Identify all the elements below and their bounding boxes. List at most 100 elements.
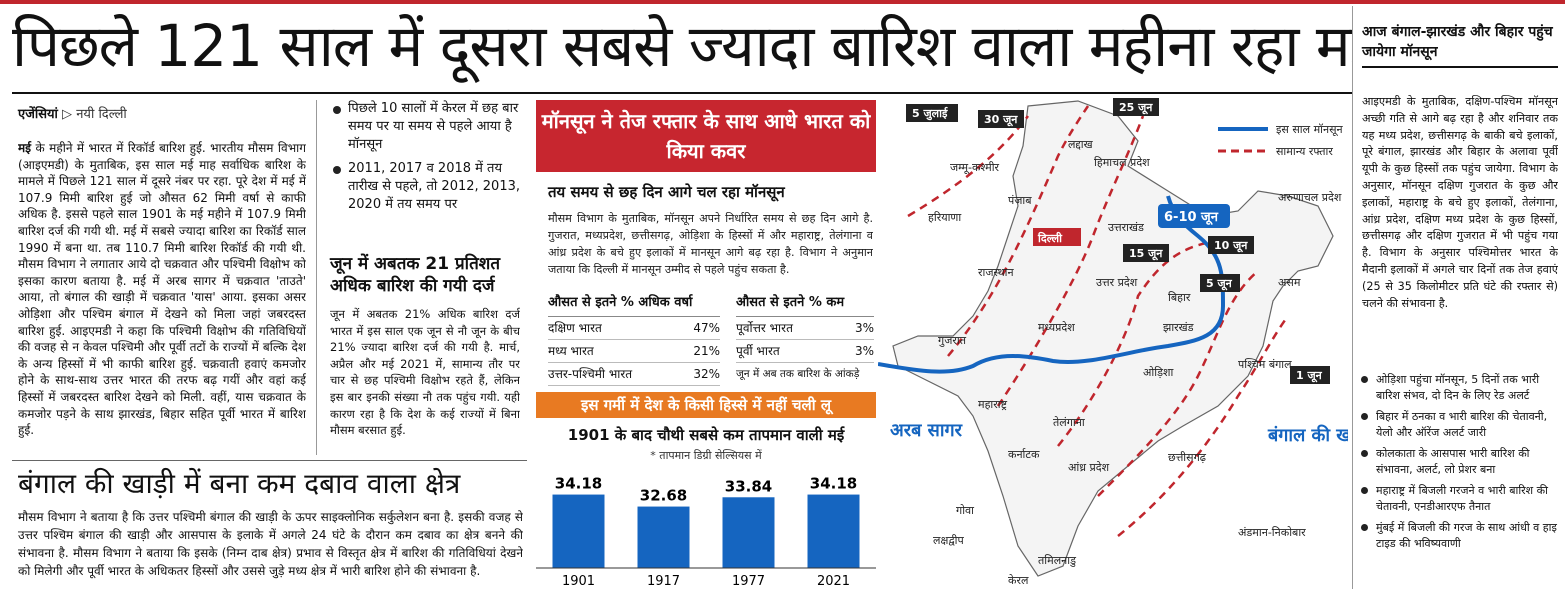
value-label-1901: 34.18 [555,475,602,493]
arabian-sea-label: अरब सागर [890,420,963,441]
value-label-1917: 32.68 [640,487,687,505]
state-label: तेलंगाना [1053,416,1085,429]
monsoon-facts-list: पिछले 10 सालों में केरल में छह बार समय प… [330,100,520,220]
date-tag: 6-10 जून [1164,210,1219,225]
more-rain-title: औसत से इतने % अधिक वर्षा [548,292,720,317]
state-label: उत्तराखंड [1108,221,1144,234]
state-label: लद्दाख [1068,138,1094,151]
list-item: पिछले 10 सालों में केरल में छह बार समय प… [330,100,520,154]
right-column-headline: आज बंगाल-झारखंड और बिहार पहुंच जायेगा मॉ… [1362,22,1558,68]
alerts-list: ओड़िशा पहुंचा मॉनसून, 5 दिनों तक भारी बा… [1358,372,1560,557]
bay-of-bengal-label: बंगाल की खाड़ी [1267,424,1348,446]
list-item: बिहार में ठनका व भारी बारिश की चेतावनी, … [1358,409,1560,440]
list-item: कोलकाता के आसपास भारी बारिश की संभावना, … [1358,446,1560,477]
this-year-monsoon-line [877,195,1226,374]
table-row: मध्य भारत 21% [548,340,720,363]
top-accent-bar [0,0,1565,4]
state-label: महाराष्ट्र [978,398,1008,411]
section-rule [12,460,527,461]
state-label: दिल्ली [1037,231,1063,245]
state-label: राजस्थान [978,266,1014,279]
list-item: ओड़िशा पहुंचा मॉनसून, 5 दिनों तक भारी बा… [1358,372,1560,403]
value-label-2021: 34.18 [810,475,857,493]
main-article: मई के महीने में भारत में रिकॉर्ड बारिश ह… [18,140,306,452]
legend-normal-label: सामान्य रफ्तार [1276,145,1333,158]
byline-place: नयी दिल्ली [76,107,127,122]
state-label: हिमाचल प्रदेश [1094,156,1150,169]
value-label-1977: 33.84 [725,477,772,495]
state-label: असम [1278,276,1301,289]
category-label-2021: 2021 [817,574,850,589]
article-lead: मई [18,141,32,155]
state-label: बिहार [1168,291,1191,304]
state-label: केरल [1008,574,1029,587]
date-tags: 5 जुलाई 30 जून 25 जून 6-10 जून 15 जून 10… [906,98,1330,384]
state-label: गोवा [956,504,974,517]
bar-1901 [552,494,605,568]
date-tag: 1 जून [1296,369,1323,383]
no-heatwave-banner: इस गर्मी में देश के किसी हिस्से में नहीं… [536,392,876,418]
chart-note: * तापमान डिग्री सेल्सियस में [650,449,762,462]
list-item: महाराष्ट्र में बिजली गरजने व भारी बारिश … [1358,483,1560,514]
headline-rule [12,92,1352,94]
bay-of-bengal-subhead: बंगाल की खाड़ी में बना कम दबाव वाला क्षे… [18,467,461,500]
june-rain-subhead: जून में अबतक 21 प्रतिशत अधिक बारिश की गय… [330,254,501,296]
bar-1977 [722,497,775,568]
byline: एजेंसियां ▷ नयी दिल्ली [18,104,127,122]
region-cell: पूर्वोत्तर भारत [736,321,793,335]
state-label: कर्नाटक [1008,448,1040,461]
column-divider [1352,6,1353,589]
less-rain-table: औसत से इतने % कम पूर्वोत्तर भारत 3% पूर्व… [736,292,874,385]
less-rain-title: औसत से इतने % कम [736,292,874,317]
legend-monsoon-label: इस साल मॉनसून [1276,123,1344,137]
state-label: छत्तीसगढ़ [1168,451,1207,464]
rain-data-note: जून में अब तक बारिश के आंकड़े [736,368,860,380]
value-cell: 3% [854,344,874,358]
region-cell: उत्तर-पश्चिमी भारत [548,367,633,381]
region-cell: मध्य भारत [548,344,594,358]
region-cell: पूर्वी भारत [736,344,780,358]
state-label: अंडमान-निकोबार [1238,526,1306,539]
table-row: पूर्वी भारत 3% [736,340,874,363]
list-item: 2011, 2017 व 2018 में तय तारीख से पहले, … [330,160,520,214]
monsoon-banner: मॉनसून ने तेज रफ्तार के साथ आधे भारत को … [536,100,876,172]
state-label: आंध्र प्रदेश [1068,461,1110,474]
date-tag: 5 जून [1206,277,1233,291]
category-label-1901: 1901 [562,574,595,589]
category-label-1917: 1917 [647,574,680,589]
table-row: उत्तर-पश्चिमी भारत 32% [548,363,720,386]
list-item: मुंबई में बिजली की गरज के साथ आंधी व हाइ… [1358,520,1560,551]
state-label: मध्यप्रदेश [1038,321,1075,334]
state-label: हरियाणा [928,211,961,224]
bar-1917 [637,506,690,568]
chart-title: 1901 के बाद चौथी सबसे कम तापमान वाली मई [567,426,845,444]
state-label: अरुणाचल प्रदेश [1278,191,1342,204]
state-label: पश्चिम बंगाल [1238,358,1292,371]
state-label: उत्तर प्रदेश [1096,276,1138,289]
page-headline: पिछले 121 साल में दूसरा सबसे ज्यादा बारि… [12,12,1352,80]
right-column-text: आइएमडी के मुताबिक, दक्षिण-पश्चिम मॉनसून … [1362,95,1558,310]
state-labels: लद्दाख जम्मू-कश्मीर हिमाचल प्रदेश पंजाब … [928,138,1342,587]
bay-of-bengal-text: मौसम विभाग ने बताया है कि उत्तर पश्चिमी … [18,510,523,578]
state-label: लक्षद्वीप [933,534,965,547]
table-row: दक्षिण भारत 47% [548,317,720,340]
date-tag: 30 जून [984,113,1018,127]
state-label: जम्मू-कश्मीर [950,161,1000,175]
more-rain-table: औसत से इतने % अधिक वर्षा दक्षिण भारत 47% … [548,292,720,386]
normal-progress-lines [907,105,1290,537]
state-label: गुजरात [938,334,967,347]
temperature-bar-chart: 34.18 1901 32.68 1917 33.84 1977 34.18 2021 [536,460,876,589]
monsoon-ahead-text: मौसम विभाग के मुताबिक, मॉनसून अपने निर्ध… [548,212,873,276]
date-tag: 5 जुलाई [912,106,948,121]
monsoon-map: इस साल मॉनसून सामान्य रफ्तार 5 जुलाई 30 … [877,96,1371,589]
date-tag: 10 जून [1214,239,1248,253]
state-label: झारखंड [1163,321,1194,334]
value-cell: 21% [693,344,720,358]
category-label-1977: 1977 [732,574,765,589]
state-label: तमिलनाडु [1038,554,1076,567]
state-label: पंजाब [1008,194,1032,207]
byline-agency: एजेंसियां [18,107,58,122]
region-cell: दक्षिण भारत [548,321,602,335]
date-tag: 15 जून [1129,247,1163,261]
value-cell: 3% [854,321,874,335]
